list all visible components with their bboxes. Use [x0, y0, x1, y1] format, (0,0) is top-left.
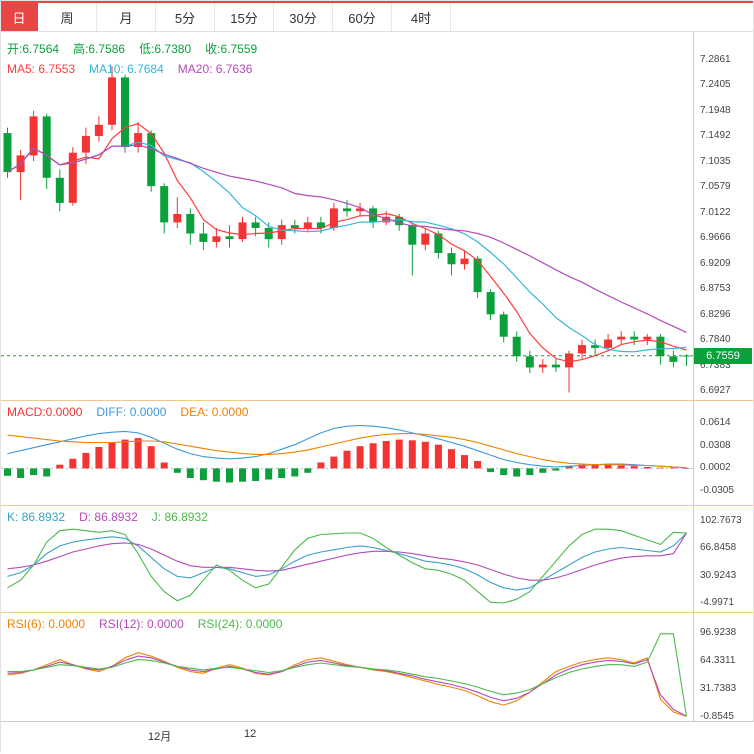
k-value: K: 86.8932: [7, 510, 66, 524]
macd-value: MACD:0.0000: [7, 405, 83, 419]
macd-panel: MACD:0.0000 DIFF: 0.0000 DEA: 0.0000 0.0…: [1, 401, 754, 505]
open-value: 开:6.7564: [7, 42, 60, 56]
y-axis-tick: 6.7383: [700, 360, 731, 371]
kdj-panel: K: 86.8932 D: 86.8932 J: 86.8932 102.767…: [1, 506, 754, 612]
candlestick-panel: 开:6.7564 高:6.7586 低:6.7380 收:6.7559 MA5:…: [1, 32, 754, 400]
y-axis-tick: 31.7383: [700, 683, 737, 694]
y-axis-tick: 7.1492: [700, 130, 731, 141]
tab-30min[interactable]: 30分: [274, 3, 333, 31]
kdj-chart[interactable]: [1, 506, 693, 612]
ohlc-legend: 开:6.7564 高:6.7586 低:6.7380 收:6.7559: [7, 40, 257, 57]
y-axis-tick: 7.1035: [700, 156, 731, 167]
current-price-tag: 6.7559: [694, 348, 752, 364]
rsi6-value: RSI(6): 0.0000: [7, 617, 86, 631]
y-axis-tick: -0.0305: [700, 485, 734, 496]
y-axis-tick: 6.9666: [700, 232, 731, 243]
rsi24-value: RSI(24): 0.0000: [197, 617, 283, 631]
y-axis-tick: -0.8545: [700, 711, 734, 722]
x-axis-label: 12: [244, 728, 257, 740]
y-axis-tick: 102.7673: [700, 515, 742, 526]
high-value: 高:6.7586: [73, 42, 126, 56]
y-axis-tick: 6.8296: [700, 309, 731, 320]
diff-value: DIFF: 0.0000: [96, 405, 167, 419]
kdj-legend: K: 86.8932 D: 86.8932 J: 86.8932: [7, 510, 208, 524]
candlestick-chart[interactable]: [1, 32, 693, 400]
y-axis-tick: 0.0614: [700, 417, 731, 428]
ma5-value: MA5: 6.7553: [7, 62, 76, 76]
y-axis-tick: 7.2405: [700, 79, 731, 90]
rsi-legend: RSI(6): 0.0000 RSI(12): 0.0000 RSI(24): …: [7, 617, 282, 631]
macd-chart[interactable]: [1, 401, 693, 505]
panel-separator: [1, 612, 754, 613]
ma10-value: MA10: 6.7684: [89, 62, 164, 76]
low-value: 低:6.7380: [139, 42, 192, 56]
y-axis-tick: -4.9971: [700, 597, 734, 608]
y-axis-tick: 7.1948: [700, 105, 731, 116]
y-axis-border: [693, 32, 694, 721]
close-value: 收:6.7559: [205, 42, 258, 56]
ma20-value: MA20: 6.7636: [177, 62, 253, 76]
y-axis-tick: 6.9209: [700, 258, 731, 269]
tab-week[interactable]: 周: [38, 3, 97, 31]
dea-value: DEA: 0.0000: [180, 405, 249, 419]
tab-60min[interactable]: 60分: [333, 3, 392, 31]
rsi-chart[interactable]: [1, 613, 693, 721]
y-axis-tick: 64.3311: [700, 655, 736, 666]
y-axis-tick: 7.0579: [700, 181, 731, 192]
tab-month[interactable]: 月: [97, 3, 156, 31]
macd-legend: MACD:0.0000 DIFF: 0.0000 DEA: 0.0000: [7, 405, 248, 419]
tab-5min[interactable]: 5分: [156, 3, 215, 31]
y-axis-tick: 7.2861: [700, 54, 731, 65]
y-axis-tick: 6.7840: [700, 334, 731, 345]
y-axis-tick: 0.0002: [700, 462, 731, 473]
tab-day[interactable]: 日: [1, 3, 38, 31]
panel-separator: [1, 400, 754, 401]
tab-15min[interactable]: 15分: [215, 3, 274, 31]
y-axis-tick: 0.0308: [700, 440, 731, 451]
ma-legend: MA5: 6.7553 MA10: 6.7684 MA20: 6.7636: [7, 62, 252, 76]
time-axis: 12月 12: [1, 721, 754, 754]
rsi12-value: RSI(12): 0.0000: [99, 617, 184, 631]
panel-separator: [1, 505, 754, 506]
y-axis-tick: 6.8753: [700, 283, 731, 294]
y-axis-tick: 6.6927: [700, 385, 731, 396]
tab-4hour[interactable]: 4时: [392, 3, 451, 31]
y-axis-tick: 66.8458: [700, 542, 737, 553]
y-axis-tick: 96.9238: [700, 627, 737, 638]
rsi-panel: RSI(6): 0.0000 RSI(12): 0.0000 RSI(24): …: [1, 613, 754, 722]
d-value: D: 86.8932: [79, 510, 138, 524]
j-value: J: 86.8932: [151, 510, 208, 524]
x-axis-label: 12月: [148, 731, 172, 743]
y-axis-tick: 7.0122: [700, 207, 731, 218]
timeframe-tabbar: 日 周 月 5分 15分 30分 60分 4时: [1, 1, 753, 32]
y-axis-tick: 30.9243: [700, 570, 737, 581]
